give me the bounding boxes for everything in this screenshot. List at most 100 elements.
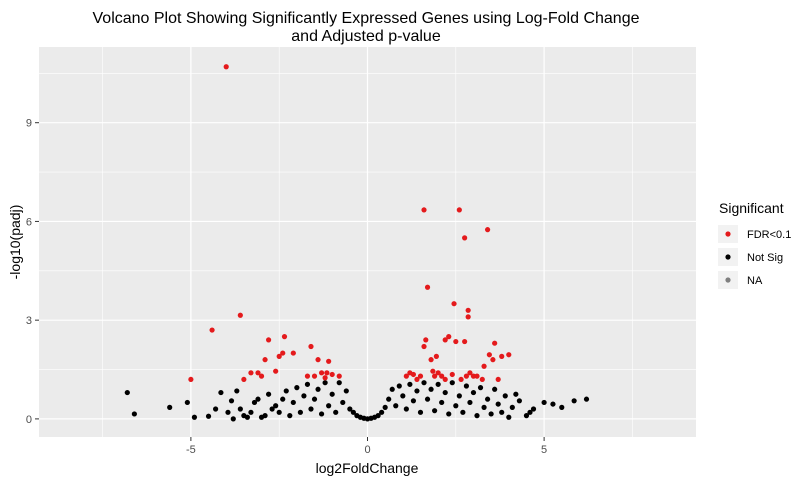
not-sig-point <box>294 385 300 391</box>
significant-point <box>265 337 272 343</box>
not-sig-point <box>393 403 399 409</box>
not-sig-point <box>230 416 236 422</box>
significant-point <box>499 353 505 359</box>
not-sig-point <box>308 406 314 412</box>
x-tick-label: -5 <box>186 444 196 456</box>
significant-point <box>308 343 314 350</box>
significant-point <box>435 370 441 376</box>
not-sig-point <box>167 404 173 410</box>
not-sig-point <box>131 411 137 417</box>
significant-point <box>456 207 462 213</box>
not-sig-point <box>237 406 243 412</box>
significant-point <box>465 314 471 320</box>
legend-key-point <box>725 277 731 283</box>
not-sig-point <box>495 401 501 407</box>
not-sig-point <box>432 408 438 414</box>
significant-point <box>424 284 431 290</box>
not-sig-point <box>350 409 356 415</box>
significant-point <box>276 353 282 359</box>
not-sig-point <box>481 404 487 410</box>
not-sig-point <box>287 413 293 419</box>
legend-label: FDR<0.1 <box>747 229 791 241</box>
not-sig-point <box>318 411 325 417</box>
significant-point <box>324 370 330 376</box>
not-sig-point <box>347 406 353 412</box>
legend-key-point <box>725 254 731 260</box>
not-sig-point <box>326 403 332 409</box>
significant-point <box>453 338 459 345</box>
not-sig-point <box>205 413 212 419</box>
not-sig-point <box>470 389 477 396</box>
not-sig-points <box>124 380 590 422</box>
significant-point <box>311 373 318 379</box>
not-sig-point <box>251 399 258 406</box>
axis-ticks: -5 0 5 0 3 6 9 <box>26 118 547 456</box>
not-sig-point <box>488 411 494 417</box>
significant-point <box>414 376 420 383</box>
significant-point <box>255 370 261 376</box>
significant-point <box>486 352 492 358</box>
not-sig-point <box>234 388 240 394</box>
chart-title-line-1: Volcano Plot Showing Significantly Expre… <box>93 10 640 27</box>
not-sig-point <box>435 381 441 387</box>
not-sig-point <box>506 414 512 420</box>
not-sig-point <box>463 383 470 389</box>
not-sig-point <box>446 411 452 417</box>
significant-point <box>241 376 247 383</box>
significant-point <box>479 376 485 383</box>
not-sig-point <box>583 396 590 402</box>
not-sig-point <box>530 406 537 412</box>
not-sig-point <box>527 409 533 415</box>
significant-point <box>465 307 471 313</box>
significant-point <box>423 337 429 343</box>
significant-point <box>336 373 342 379</box>
grid-lines <box>39 47 696 437</box>
not-sig-point <box>244 414 251 420</box>
not-sig-point <box>492 386 498 392</box>
not-sig-point <box>516 398 522 404</box>
not-sig-point <box>396 383 402 389</box>
significant-point <box>290 350 296 356</box>
significant-point <box>403 373 409 379</box>
significant-points <box>188 64 512 383</box>
not-sig-point <box>571 398 577 404</box>
not-sig-point <box>541 399 547 406</box>
significant-point <box>433 353 439 359</box>
not-sig-point <box>513 391 519 397</box>
not-sig-point <box>428 386 434 392</box>
not-sig-point <box>382 404 388 410</box>
significant-point <box>322 375 328 381</box>
not-sig-point <box>283 388 289 394</box>
significant-point <box>273 368 279 374</box>
significant-point <box>281 334 288 340</box>
not-sig-point <box>343 388 349 394</box>
y-tick-label: 0 <box>26 414 32 426</box>
significant-point <box>428 357 434 363</box>
significant-point <box>463 373 470 379</box>
not-sig-point <box>449 380 455 386</box>
significant-point <box>490 357 496 363</box>
y-tick-label: 6 <box>26 216 32 228</box>
not-sig-point <box>311 396 318 402</box>
significant-point <box>506 352 512 358</box>
not-sig-point <box>453 403 459 409</box>
y-tick-label: 9 <box>26 118 32 130</box>
significant-point <box>315 357 321 363</box>
not-sig-point <box>333 409 339 415</box>
significant-point <box>280 350 286 356</box>
not-sig-point <box>467 399 473 406</box>
significant-point <box>248 370 254 376</box>
not-sig-point <box>484 396 491 402</box>
not-sig-point <box>439 399 445 406</box>
significant-point <box>462 235 468 241</box>
not-sig-point <box>456 393 462 399</box>
significant-point <box>304 373 311 379</box>
significant-point <box>446 334 452 340</box>
not-sig-point <box>269 406 275 412</box>
not-sig-point <box>213 406 219 412</box>
not-sig-point <box>386 396 392 402</box>
legend-key-point <box>725 231 731 237</box>
not-sig-point <box>410 398 417 404</box>
not-sig-point <box>301 393 307 399</box>
